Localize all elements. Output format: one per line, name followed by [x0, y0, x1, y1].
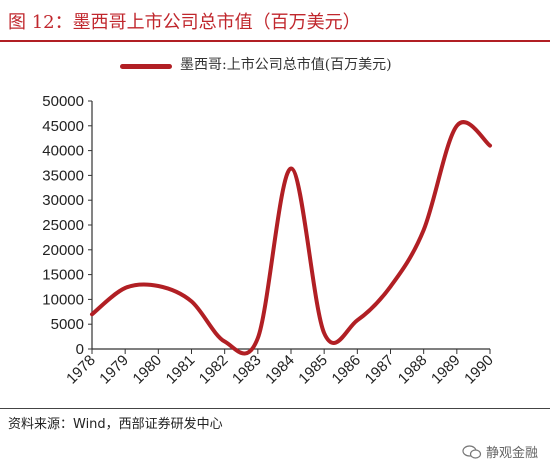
chart-title: 图 12：墨西哥上市公司总市值（百万美元）	[8, 12, 361, 33]
legend-label: 墨西哥:上市公司总市值(百万美元)	[180, 57, 392, 73]
data-point	[156, 284, 160, 288]
x-tick-label: 1982	[196, 352, 232, 388]
x-tick-label: 1985	[295, 352, 331, 388]
data-point	[190, 299, 194, 303]
x-tick-label: 1981	[163, 352, 199, 388]
title-divider	[0, 40, 550, 42]
y-tick-label: 45000	[42, 118, 84, 135]
source-note: 资料来源：Wind，西部证券研发中心	[8, 417, 223, 432]
data-point	[355, 318, 359, 322]
data-point	[90, 312, 94, 316]
x-tick-label: 1988	[395, 352, 431, 388]
x-tick-label: 1978	[63, 352, 99, 388]
title-bar: 图 12：墨西哥上市公司总市值（百万美元）	[0, 0, 550, 42]
data-point	[455, 124, 459, 128]
legend-swatch	[120, 64, 172, 69]
y-tick-label: 5000	[51, 316, 84, 333]
source-divider	[0, 408, 550, 409]
data-point	[223, 340, 227, 344]
watermark-text: 静观金融	[485, 446, 538, 461]
watermark: 静观金融	[462, 442, 538, 461]
data-point	[389, 285, 393, 289]
x-tick-label: 1984	[262, 352, 298, 388]
x-tick-label: 1983	[229, 352, 265, 388]
y-tick-label: 15000	[42, 267, 84, 284]
y-tick-label: 25000	[42, 217, 84, 234]
data-point	[289, 166, 293, 170]
wechat-icon	[462, 445, 482, 459]
x-tick-label: 1980	[130, 352, 166, 388]
x-tick-label: 1979	[96, 352, 132, 388]
y-tick-label: 10000	[42, 291, 84, 308]
legend: 墨西哥:上市公司总市值(百万美元)	[120, 50, 440, 80]
y-tick-label: 30000	[42, 192, 84, 209]
x-tick-label: 1987	[362, 352, 398, 388]
y-tick-label: 50000	[42, 93, 84, 110]
data-point	[256, 336, 260, 340]
data-point	[123, 286, 127, 290]
data-point	[488, 144, 492, 148]
y-tick-label: 40000	[42, 143, 84, 160]
data-point	[322, 331, 326, 335]
x-tick-label: 1990	[461, 352, 497, 388]
data-point	[422, 228, 426, 232]
y-tick-label: 0	[76, 341, 84, 358]
x-tick-label: 1986	[329, 352, 365, 388]
y-tick-label: 20000	[42, 242, 84, 259]
x-tick-label: 1989	[428, 352, 464, 388]
series-line	[90, 120, 492, 356]
y-tick-label: 35000	[42, 167, 84, 184]
